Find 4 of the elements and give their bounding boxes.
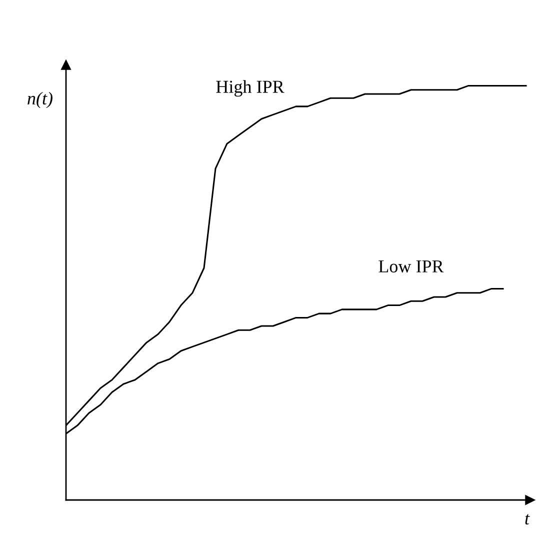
series-label: High IPR <box>216 80 284 97</box>
y-axis-title: n(t) <box>28 92 52 108</box>
x-axis-title: t <box>525 514 530 525</box>
series-label: Low IPR <box>378 260 444 272</box>
